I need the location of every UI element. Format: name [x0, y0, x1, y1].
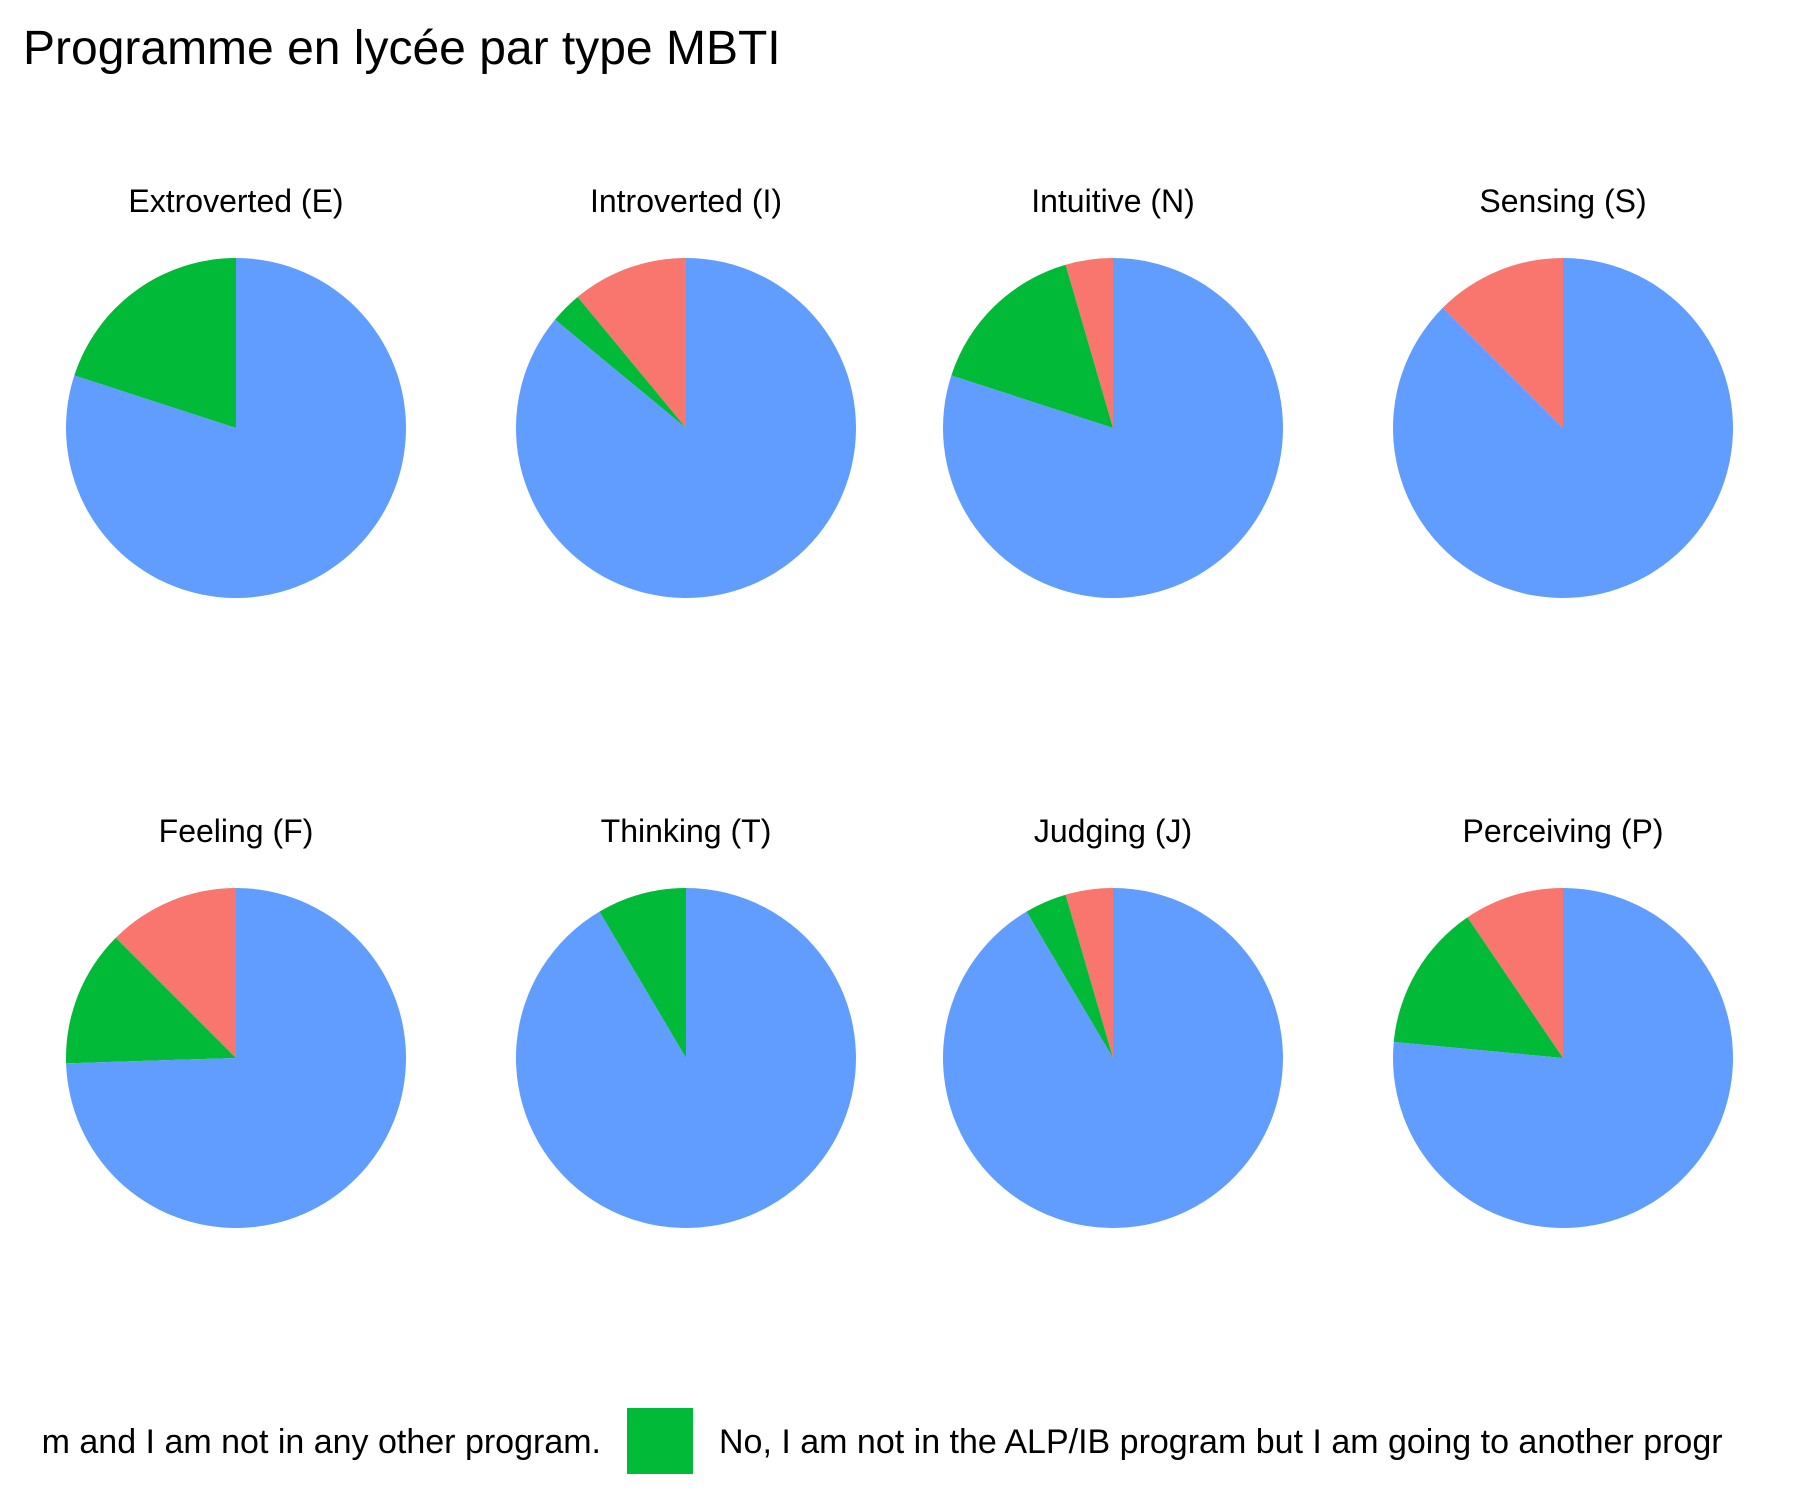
facet-label: Perceiving (P) — [1463, 813, 1664, 849]
legend-item-label: m and I am not in any other program. — [42, 1423, 601, 1461]
facet-label: Feeling (F) — [159, 813, 314, 849]
facet-label: Introverted (I) — [590, 183, 782, 219]
pie-facet: Thinking (T) — [515, 813, 856, 1228]
facet-label: Thinking (T) — [601, 813, 772, 849]
facet-label: Judging (J) — [1034, 813, 1192, 849]
pie-slice-green — [599, 888, 686, 1058]
pie-slice-blue — [66, 258, 407, 599]
facet-label: Extroverted (E) — [128, 183, 343, 219]
pie-facet: Sensing (S) — [1392, 183, 1733, 598]
pie-slice-blue — [942, 888, 1283, 1228]
chart-title: Programme en lycée par type MBTI — [23, 22, 781, 75]
pie-slice-green — [65, 937, 236, 1064]
pie-slice-red — [115, 887, 236, 1058]
pie-facet: Introverted (I) — [515, 183, 856, 598]
legend: m and I am not in any other program. No, … — [42, 1408, 1723, 1474]
pie-slice-green — [1393, 917, 1563, 1058]
pie-slice-blue — [943, 258, 1284, 598]
legend-swatch — [627, 1408, 693, 1474]
pie-slice-green — [555, 297, 686, 428]
pie-slice-blue — [515, 258, 856, 598]
pie-facet: Perceiving (P) — [1392, 813, 1733, 1229]
pie-slice-green — [1026, 894, 1113, 1058]
legend-item-label: No, I am not in the ALP/IB program but I… — [719, 1423, 1723, 1461]
pie-slice-blue — [1392, 888, 1733, 1229]
pie-slice-red — [1442, 258, 1563, 428]
pie-facet: Feeling (F) — [65, 813, 406, 1228]
facet-label: Sensing (S) — [1479, 183, 1646, 219]
pie-slice-blue — [66, 888, 406, 1228]
pie-facet: Extroverted (E) — [66, 183, 407, 599]
pie-slice-red — [1065, 888, 1113, 1058]
pie-slice-red — [1467, 888, 1563, 1058]
pie-slice-red — [577, 258, 686, 428]
pie-slice-red — [1065, 258, 1113, 428]
facet-label: Intuitive (N) — [1031, 183, 1195, 219]
pie-slice-green — [74, 258, 236, 428]
facets-layer: Extroverted (E) Introverted (I) Intuitive … — [65, 183, 1733, 1229]
pie-slice-blue — [1392, 258, 1733, 598]
pie-slice-green — [951, 264, 1113, 428]
pie-facet: Intuitive (N) — [943, 183, 1284, 598]
pie-facet: Judging (J) — [942, 813, 1283, 1228]
pie-slice-blue — [515, 888, 856, 1228]
